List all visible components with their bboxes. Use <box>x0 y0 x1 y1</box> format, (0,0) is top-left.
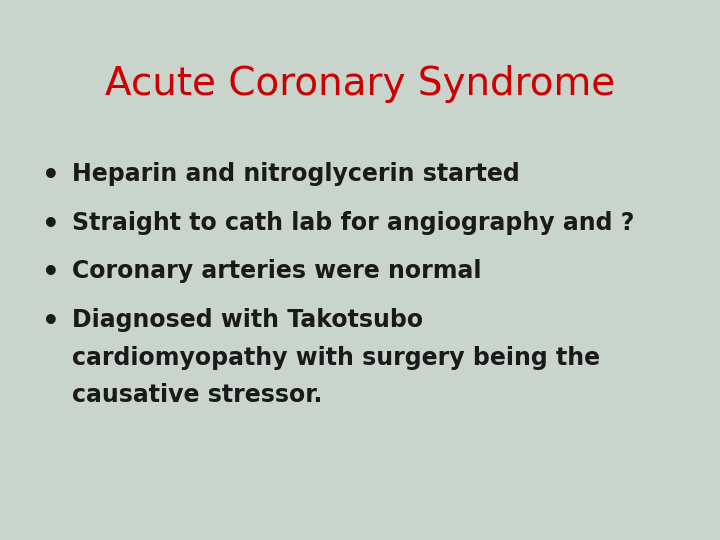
Text: causative stressor.: causative stressor. <box>72 383 323 407</box>
Text: Acute Coronary Syndrome: Acute Coronary Syndrome <box>105 65 615 103</box>
Text: cardiomyopathy with surgery being the: cardiomyopathy with surgery being the <box>72 346 600 369</box>
Text: •: • <box>42 162 59 190</box>
Text: •: • <box>42 259 59 287</box>
Text: Coronary arteries were normal: Coronary arteries were normal <box>72 259 482 283</box>
Text: •: • <box>42 211 59 239</box>
Text: Heparin and nitroglycerin started: Heparin and nitroglycerin started <box>72 162 520 186</box>
Text: Straight to cath lab for angiography and ?: Straight to cath lab for angiography and… <box>72 211 634 234</box>
Text: Diagnosed with Takotsubo: Diagnosed with Takotsubo <box>72 308 423 332</box>
Text: •: • <box>42 308 59 336</box>
